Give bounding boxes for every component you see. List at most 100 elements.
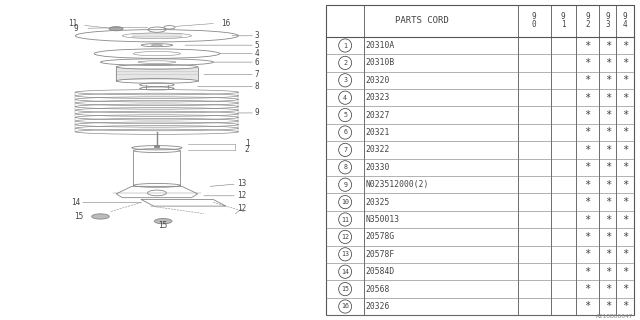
Text: 20325: 20325 <box>365 197 390 207</box>
Text: 14: 14 <box>71 198 141 207</box>
Text: 13: 13 <box>211 179 246 188</box>
Text: 20321: 20321 <box>365 128 390 137</box>
Text: 20322: 20322 <box>365 145 390 154</box>
Text: 20323: 20323 <box>365 93 390 102</box>
Circle shape <box>109 27 123 31</box>
Text: 16: 16 <box>221 19 230 28</box>
Text: 20568: 20568 <box>365 284 390 294</box>
Text: 20584D: 20584D <box>365 267 395 276</box>
Text: *: * <box>584 41 591 51</box>
Text: 8: 8 <box>198 82 260 91</box>
Text: *: * <box>605 58 611 68</box>
Text: 1: 1 <box>343 43 347 49</box>
Text: *: * <box>622 75 628 85</box>
Text: *: * <box>584 162 591 172</box>
Text: *: * <box>605 162 611 172</box>
Text: *: * <box>584 127 591 138</box>
Text: N023512000(2): N023512000(2) <box>365 180 429 189</box>
Text: 15: 15 <box>341 286 349 292</box>
Text: 3: 3 <box>343 77 347 83</box>
Text: 4: 4 <box>220 49 260 58</box>
Text: *: * <box>605 284 611 294</box>
Text: *: * <box>584 58 591 68</box>
Text: 11: 11 <box>341 217 349 222</box>
Text: 3: 3 <box>232 31 260 40</box>
Text: 20320: 20320 <box>365 76 390 85</box>
Text: *: * <box>584 284 591 294</box>
Text: N350013: N350013 <box>365 215 399 224</box>
Text: *: * <box>605 267 611 277</box>
Text: *: * <box>605 93 611 103</box>
Text: 20327: 20327 <box>365 111 390 120</box>
Text: A210B00047: A210B00047 <box>596 314 634 319</box>
Text: *: * <box>605 232 611 242</box>
Text: 5: 5 <box>185 41 260 50</box>
Text: *: * <box>605 301 611 311</box>
Text: *: * <box>622 58 628 68</box>
Text: 9: 9 <box>239 108 260 117</box>
Text: 7: 7 <box>343 147 347 153</box>
Text: 9
3: 9 3 <box>605 12 610 29</box>
Text: 20578F: 20578F <box>365 250 395 259</box>
Text: *: * <box>584 249 591 259</box>
Text: 9
0: 9 0 <box>532 12 536 29</box>
Text: 12: 12 <box>204 191 246 200</box>
Text: *: * <box>622 41 628 51</box>
Text: *: * <box>622 214 628 225</box>
Text: 15: 15 <box>74 212 83 221</box>
Text: 9
1: 9 1 <box>561 12 565 29</box>
Text: 13: 13 <box>341 251 349 257</box>
Text: 12: 12 <box>341 234 349 240</box>
Text: *: * <box>584 232 591 242</box>
Text: *: * <box>622 232 628 242</box>
Text: 4: 4 <box>343 95 347 101</box>
Text: *: * <box>622 162 628 172</box>
Text: *: * <box>584 110 591 120</box>
Text: 20578G: 20578G <box>365 232 395 241</box>
Text: 9
2: 9 2 <box>585 12 589 29</box>
Text: *: * <box>622 110 628 120</box>
Text: *: * <box>584 301 591 311</box>
Text: *: * <box>605 110 611 120</box>
Text: 2: 2 <box>343 60 347 66</box>
Text: *: * <box>584 180 591 190</box>
Text: 6: 6 <box>213 58 260 67</box>
Text: *: * <box>605 249 611 259</box>
Text: 12: 12 <box>236 204 246 214</box>
Text: 11: 11 <box>68 20 77 28</box>
Text: 16: 16 <box>341 303 349 309</box>
Circle shape <box>92 214 109 219</box>
Text: 7: 7 <box>204 70 260 79</box>
Text: 15: 15 <box>159 221 168 230</box>
Text: 2: 2 <box>244 145 250 154</box>
Text: *: * <box>605 75 611 85</box>
Text: *: * <box>622 180 628 190</box>
Text: 20310A: 20310A <box>365 41 395 50</box>
Text: 20326: 20326 <box>365 302 390 311</box>
Text: 1: 1 <box>244 140 250 148</box>
Text: *: * <box>605 180 611 190</box>
Text: 20330: 20330 <box>365 163 390 172</box>
Text: 20310B: 20310B <box>365 58 395 68</box>
Text: 14: 14 <box>341 269 349 275</box>
Text: 6: 6 <box>343 130 347 135</box>
Text: *: * <box>622 249 628 259</box>
Text: *: * <box>584 214 591 225</box>
Text: 8: 8 <box>343 164 347 170</box>
Text: 10: 10 <box>341 199 349 205</box>
Text: *: * <box>605 145 611 155</box>
Text: *: * <box>584 93 591 103</box>
Text: 9: 9 <box>73 24 77 33</box>
Text: *: * <box>584 267 591 277</box>
Text: *: * <box>622 267 628 277</box>
Text: *: * <box>584 145 591 155</box>
Text: *: * <box>622 127 628 138</box>
Text: *: * <box>622 301 628 311</box>
Text: *: * <box>622 197 628 207</box>
Text: *: * <box>622 145 628 155</box>
Text: *: * <box>584 197 591 207</box>
Text: *: * <box>622 284 628 294</box>
Circle shape <box>154 219 172 224</box>
Text: 5: 5 <box>343 112 347 118</box>
Text: 9
4: 9 4 <box>623 12 627 29</box>
